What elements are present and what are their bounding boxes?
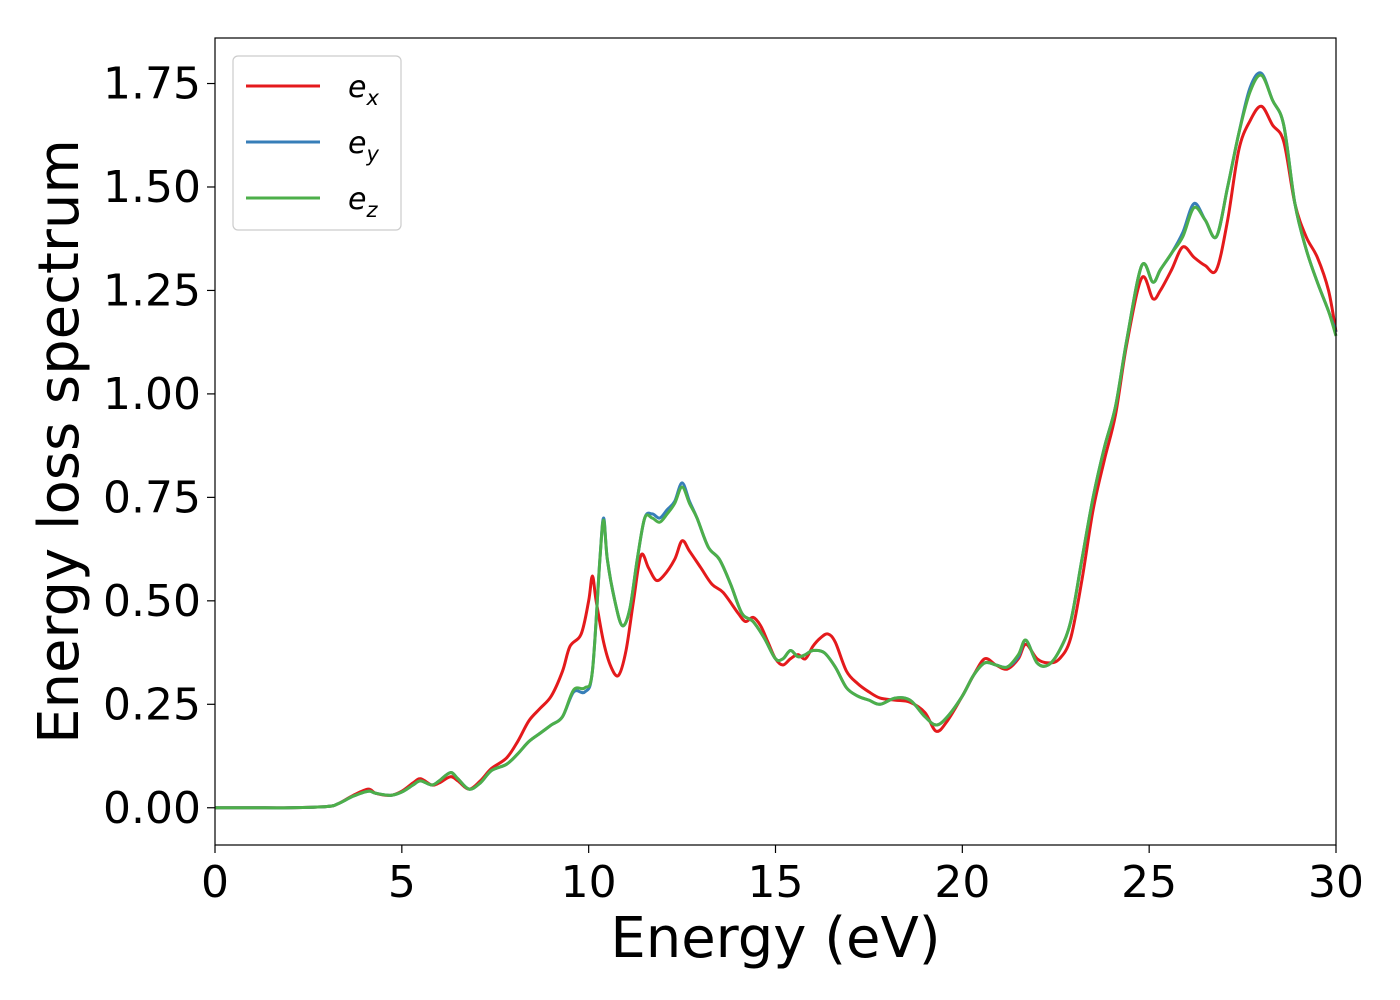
- y-tick-label: 1.75: [103, 59, 201, 110]
- legend-label-ey: ey: [348, 126, 379, 166]
- y-tick-label: 1.25: [103, 265, 201, 316]
- legend-label-subscript: y: [365, 142, 379, 166]
- y-tick-label: 0.75: [103, 472, 201, 523]
- y-tick-label: 0.00: [103, 783, 201, 834]
- legend-label-base: e: [348, 70, 366, 105]
- x-tick-label: 20: [934, 857, 990, 908]
- x-tick-label: 10: [561, 857, 617, 908]
- x-tick-label: 0: [201, 857, 229, 908]
- legend-label-base: e: [348, 126, 366, 161]
- legend-label-base: e: [348, 182, 366, 217]
- y-axis-label: Energy loss spectrum: [27, 139, 92, 744]
- legend-label-ez: ez: [348, 182, 378, 222]
- x-tick-label: 15: [748, 857, 804, 908]
- x-tick-label: 25: [1121, 857, 1177, 908]
- x-tick-label: 30: [1308, 857, 1364, 908]
- series-line-ez: [215, 73, 1338, 810]
- y-tick-label: 0.25: [103, 679, 201, 730]
- plot-frame: [214, 37, 1337, 846]
- legend-label-subscript: z: [365, 198, 378, 222]
- series-lines: [215, 71, 1338, 810]
- x-tick-label: 5: [388, 857, 416, 908]
- y-tick-label: 1.00: [103, 369, 201, 420]
- x-axis-label: Energy (eV): [610, 906, 940, 971]
- legend-label-subscript: x: [365, 86, 379, 110]
- axis-ticks: 0 5 10 15 20 25 30 0.00 0.25 0.50 0.75 1.00 1.25 1.50…: [103, 59, 1364, 908]
- y-tick-label: 1.50: [103, 162, 201, 213]
- series-line-ex: [215, 104, 1338, 810]
- legend-label-ex: ex: [348, 70, 379, 110]
- y-tick-label: 0.50: [103, 576, 201, 627]
